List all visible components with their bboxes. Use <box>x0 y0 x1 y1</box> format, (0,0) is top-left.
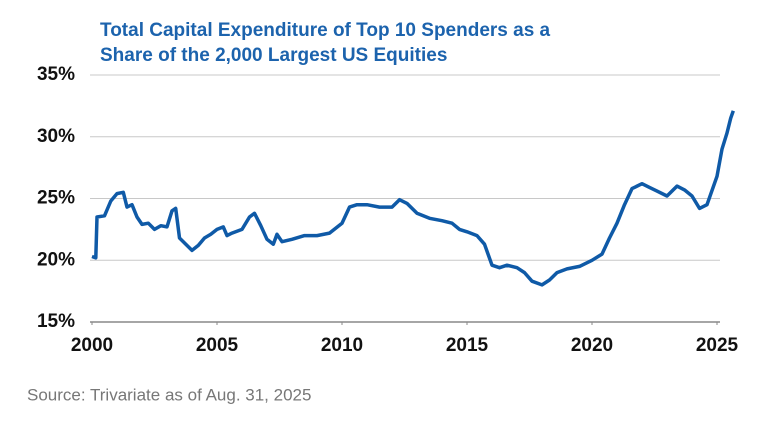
x-tick-label: 2015 <box>446 335 489 356</box>
y-tick-label: 35% <box>37 64 75 85</box>
source-note: Source: Trivariate as of Aug. 31, 2025 <box>27 385 311 404</box>
chart-title: Total Capital Expenditure of Top 10 Spen… <box>100 20 551 41</box>
y-tick-label: 25% <box>37 188 75 209</box>
x-tick-label: 2025 <box>696 335 739 356</box>
x-tick-label: 2020 <box>571 335 613 356</box>
x-tick-label: 2005 <box>196 335 239 356</box>
data-line <box>91 110 735 287</box>
x-tick-label: 2000 <box>71 335 113 356</box>
x-tick-label: 2010 <box>321 335 363 356</box>
y-tick-label: 20% <box>37 249 75 270</box>
y-tick-label: 15% <box>37 311 75 332</box>
chart-title: Share of the 2,000 Largest US Equities <box>100 45 447 66</box>
y-tick-label: 30% <box>37 126 75 147</box>
